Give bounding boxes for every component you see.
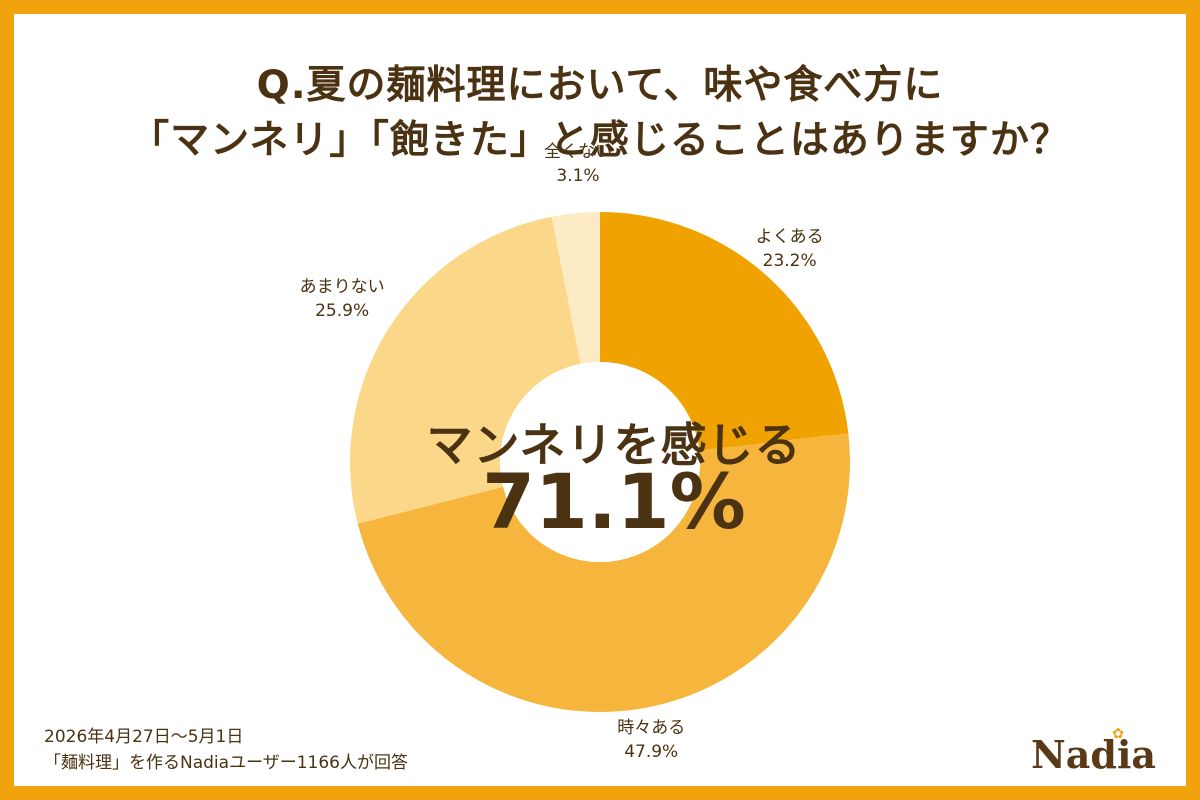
slice-label-1: 時々ある 47.9% xyxy=(617,716,685,764)
donut-chart xyxy=(350,212,850,712)
slice-label-value: 23.2% xyxy=(762,251,817,272)
slice-label-0: よくある 23.2% xyxy=(756,225,824,273)
brand-logo: Nadia xyxy=(1031,732,1156,777)
slice-3 xyxy=(551,212,600,364)
chart-title-line-2: 「マンネリ」「飽きた」と感じることはありますか？ xyxy=(130,118,1070,163)
slice-label-name: よくある xyxy=(755,227,824,248)
slice-label-name: 時々ある xyxy=(617,718,686,739)
survey-footer: 2026年4月27日～5月1日 「麺料理」を作るNadiaユーザー1166人が回… xyxy=(44,724,408,776)
slice-label-name: 全くない xyxy=(544,142,612,162)
center-value: 71.1% xyxy=(482,457,746,546)
slice-label-value: 47.9% xyxy=(624,742,679,763)
chart-title-line-1: Q.夏の麺料理において、味や食べ方に xyxy=(256,63,944,108)
flower-icon: ✿ xyxy=(1112,726,1124,742)
slice-label-3: 全くない 3.1% xyxy=(544,140,612,188)
survey-respondents: 「麺料理」を作るNadiaユーザー1166人が回答 xyxy=(44,753,408,773)
survey-period: 2026年4月27日～5月1日 xyxy=(44,727,244,747)
slice-0 xyxy=(600,212,849,451)
slice-label-name: あまりない xyxy=(299,277,385,298)
center-caption: マンネリを感じる xyxy=(426,418,802,472)
slice-2 xyxy=(350,216,581,524)
slice-label-value: 3.1% xyxy=(556,166,600,186)
donut-hole xyxy=(500,362,700,562)
slice-label-value: 25.9% xyxy=(315,301,370,322)
slice-label-2: あまりない 25.9% xyxy=(300,275,385,323)
slice-1 xyxy=(357,433,850,712)
